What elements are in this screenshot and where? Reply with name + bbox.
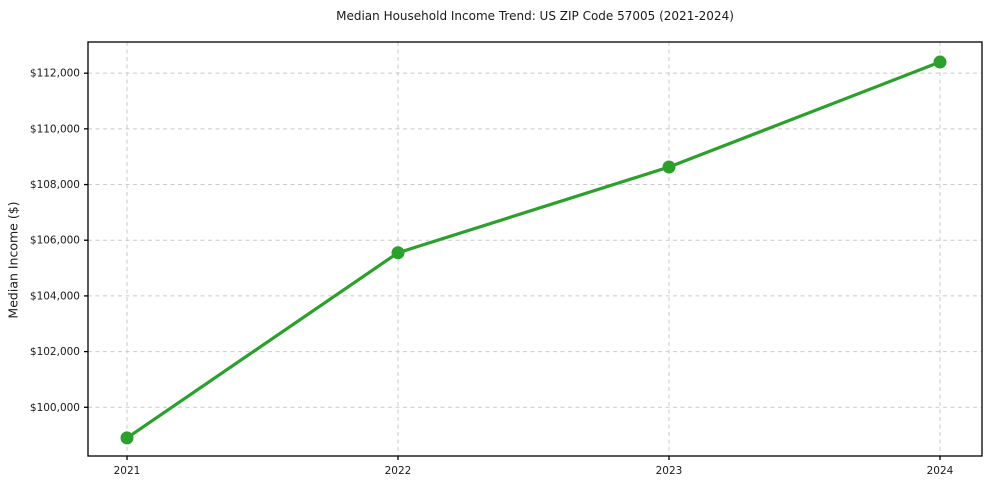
plot-border bbox=[87, 41, 983, 457]
data-point-2022 bbox=[391, 246, 405, 260]
y-tick-label: $108,000 bbox=[30, 179, 80, 191]
data-point-2021 bbox=[120, 431, 134, 445]
chart-title: Median Household Income Trend: US ZIP Co… bbox=[336, 9, 734, 23]
gridlines bbox=[88, 42, 982, 456]
y-tick-label: $110,000 bbox=[30, 123, 80, 135]
y-tick-label: $100,000 bbox=[30, 402, 80, 414]
trend-line bbox=[125, 60, 942, 440]
x-tick-label: 2024 bbox=[927, 465, 954, 477]
y-tick-label: $104,000 bbox=[30, 290, 80, 302]
y-tick-label: $102,000 bbox=[30, 346, 80, 358]
x-tick-label: 2023 bbox=[656, 465, 683, 477]
y-tick-label: $112,000 bbox=[30, 68, 80, 80]
data-point-2024 bbox=[933, 55, 947, 69]
data-point-2023 bbox=[662, 160, 676, 174]
y-tick-label: $106,000 bbox=[30, 235, 80, 247]
x-tick-label: 2022 bbox=[385, 465, 412, 477]
x-tick-label: 2021 bbox=[114, 465, 141, 477]
